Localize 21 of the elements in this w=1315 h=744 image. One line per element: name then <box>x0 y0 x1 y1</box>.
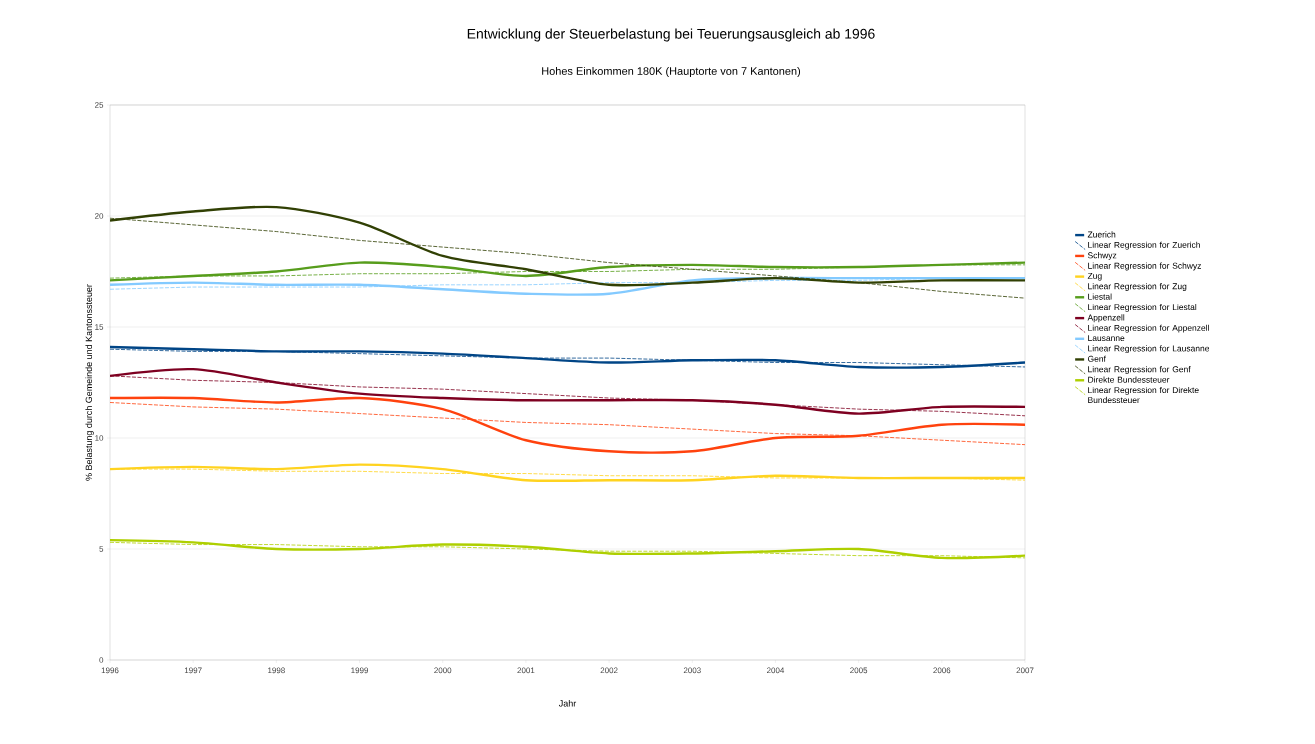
legend-label: Genf <box>1087 355 1106 362</box>
legend-label: Zug <box>1087 272 1102 281</box>
legend-label: Linear Regression for Schwyz <box>1088 262 1201 271</box>
legend-label: Linear Regression for Liestal <box>1088 303 1197 312</box>
legend-label: Appenzell <box>1087 314 1125 323</box>
legend-label: Lausanne <box>1088 335 1125 342</box>
legend-label: Schwyz <box>1087 252 1117 260</box>
line-series <box>110 396 1026 454</box>
legend-label: Linear Regression for Appenzell <box>1088 324 1209 333</box>
legend-label: Liestal <box>1088 293 1112 300</box>
legend-label: Zuerich <box>1087 231 1116 238</box>
legend-label: Direkte Bundessteuer <box>1088 376 1170 383</box>
x-axis-title: Jahr <box>558 700 577 707</box>
legend-label: Linear Regression for Genf <box>1088 366 1191 374</box>
chart-title: Entwicklung der Steuerbelastung bei Teuerungsausgleich ab 1996 <box>467 28 875 42</box>
legend-label: Linear Regression for Lausanne <box>1088 345 1210 354</box>
legend-label: Linear Regression for Zuerich <box>1088 241 1200 250</box>
chart-subtitle: Hohes Einkommen 180K (Hauptorte von 7 Kantonen) <box>542 66 801 78</box>
y-axis-title: % Belastung durch Gemeinde und Kantonssteuer <box>85 284 94 481</box>
legend-label: Linear Regression for Direkte Bundessteuer <box>1088 386 1199 404</box>
legend-label: Linear Regression for Zug <box>1088 283 1187 291</box>
